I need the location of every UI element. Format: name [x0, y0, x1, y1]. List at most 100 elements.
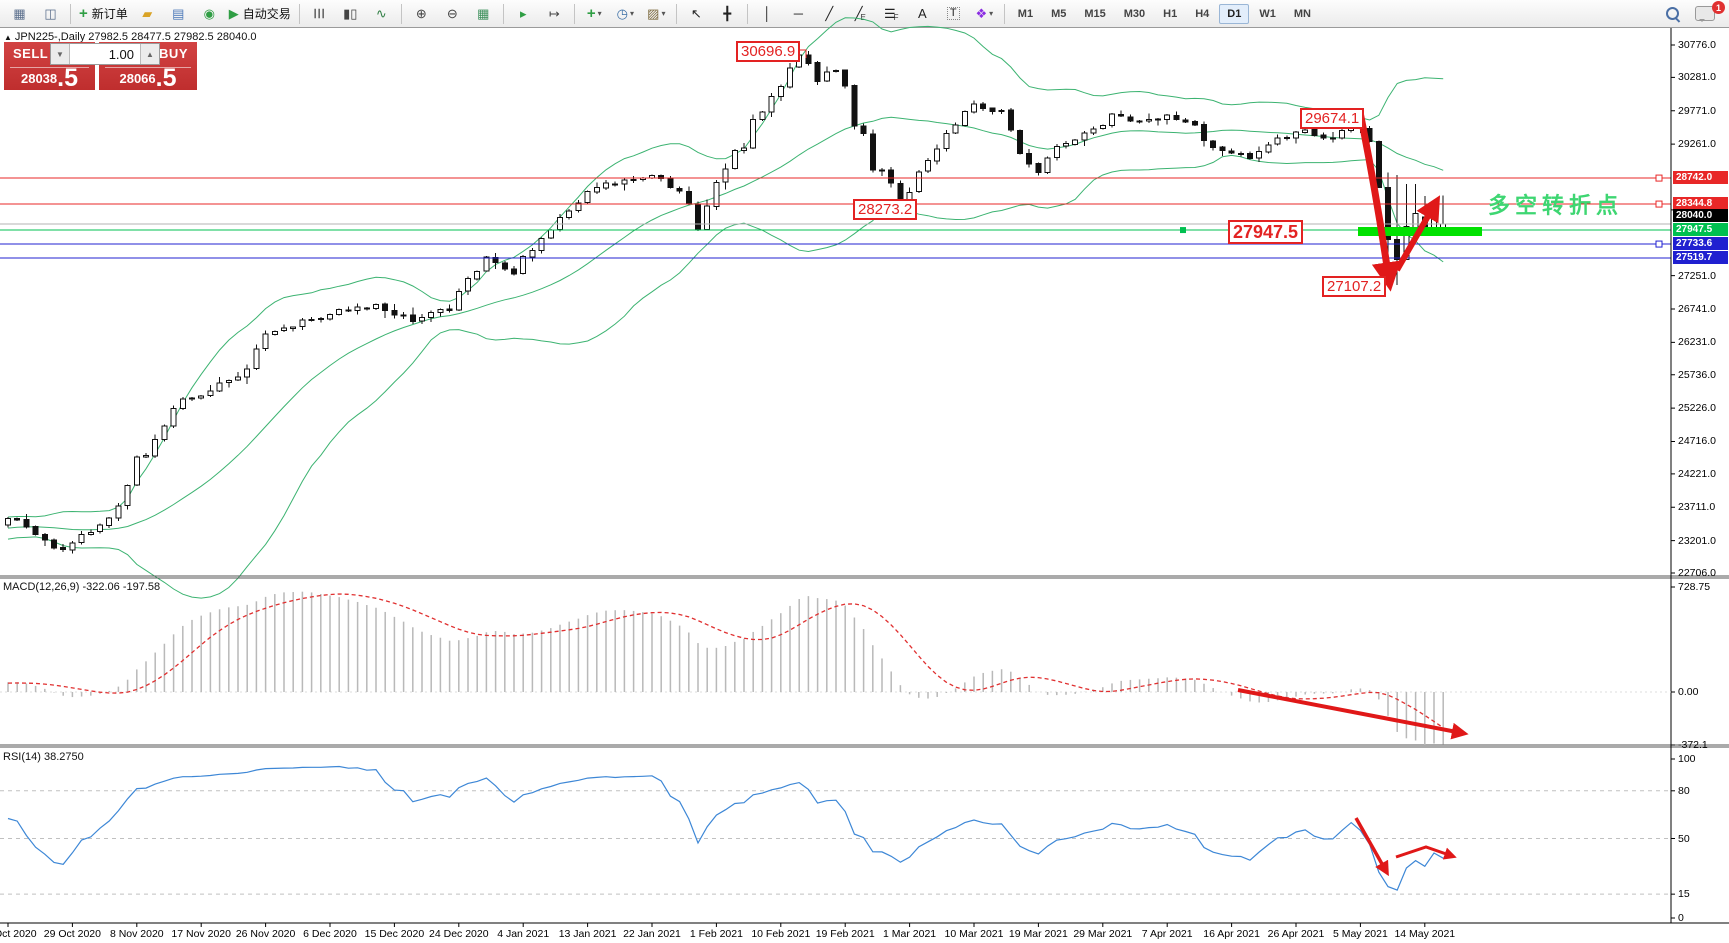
zoom-out-icon[interactable]: ⊖ [438, 2, 467, 26]
date-label: 26 Nov 2020 [235, 928, 296, 940]
candle-body [1283, 136, 1290, 139]
fibonacci-icon[interactable]: ☰ F [884, 6, 899, 22]
macd-signal-line [7, 593, 1444, 729]
profiles-icon[interactable]: ◫ [36, 2, 65, 26]
new-order-button[interactable]: + 新订单 [76, 2, 131, 26]
candle-body [915, 171, 922, 193]
candle-body [1320, 134, 1327, 139]
line-chart-icon-glyph: ∿ [375, 6, 387, 21]
candle-body [1302, 129, 1309, 134]
candle-body [225, 380, 232, 384]
rebound-up-arrow[interactable] [1394, 195, 1441, 272]
market-watch-icon[interactable]: ▤ [164, 2, 193, 26]
candle-body [566, 210, 573, 219]
templates-button-glyph: ▨ [647, 6, 660, 21]
candle-body [235, 376, 241, 381]
price-tick-label: 30776.0 [1678, 39, 1716, 51]
buy-label: BUY [159, 46, 188, 61]
rsi-tick-label: 50 [1678, 832, 1690, 845]
line-chart-icon[interactable]: ∿ [367, 2, 396, 26]
candle-body [207, 390, 214, 396]
candle-chart-icon[interactable]: ▮▯ [336, 2, 365, 26]
toolbar-separator [746, 3, 748, 24]
timeframe-button-m1[interactable]: M1 [1017, 7, 1034, 20]
candle-body [299, 319, 306, 328]
charts-icon[interactable]: ▦ [5, 2, 34, 26]
rsi-flat-arrow[interactable] [1395, 845, 1457, 860]
signals-icon[interactable]: ◉ [195, 2, 224, 26]
timeframe-button-h4[interactable]: H4 [1195, 7, 1210, 20]
candle-body [603, 182, 609, 189]
tile-windows-icon[interactable]: ▦ [469, 2, 498, 26]
price-tag-28344.8: 28344.8 [1673, 197, 1728, 211]
price-callout-27107.2[interactable]: 27107.2 [1322, 276, 1387, 297]
candle-body [262, 333, 269, 350]
turning-point-annotation[interactable]: 多空转折点 [1488, 193, 1624, 218]
rsi-drop-arrow[interactable] [1354, 817, 1389, 877]
candle-body [106, 517, 113, 527]
timeframe-button-m30[interactable]: M30 [1123, 7, 1146, 20]
autotrading-button[interactable]: ▶ 自动交易 [226, 2, 294, 26]
volume-decrease-button[interactable]: ▼ [51, 44, 70, 64]
price-tick-label: 22706.0 [1678, 567, 1716, 579]
periods-button[interactable]: ◷ ▾ [616, 6, 634, 21]
candle-body [1072, 139, 1079, 145]
candle-body [437, 308, 444, 313]
price-callout-28273.2[interactable]: 28273.2 [853, 199, 918, 220]
auto-scroll-icon[interactable]: ▸ [509, 2, 538, 26]
timeframe-button-d1[interactable]: D1 [1219, 3, 1250, 24]
candle-body [446, 308, 453, 312]
notifications-icon[interactable] [1695, 6, 1715, 22]
price-callout-30696.9[interactable]: 30696.9 [736, 41, 801, 62]
toolbar-separator [400, 3, 402, 24]
cursor-icon-glyph: ↖ [690, 6, 702, 21]
crosshair-icon[interactable]: ╋ [713, 2, 742, 26]
timeframe-button-m5[interactable]: M5 [1051, 7, 1067, 20]
horizontal-line-icon[interactable]: ─ [784, 2, 813, 26]
timeframe-button-m15[interactable]: M15 [1084, 7, 1106, 20]
cursor-icon[interactable]: ↖ [682, 2, 711, 26]
sell-button[interactable]: SELL 28038.5 [4, 42, 95, 92]
chart-shift-icon[interactable]: ↦ [540, 2, 569, 26]
timeframe-button-mn[interactable]: MN [1293, 7, 1311, 20]
green-line-handle [1180, 227, 1186, 234]
timeframe-button-w1[interactable]: W1 [1259, 7, 1276, 20]
candle-body [161, 425, 168, 440]
candle-body [1201, 123, 1207, 142]
trendline-icon[interactable]: ╱ [815, 2, 844, 26]
candle-body [1237, 152, 1244, 155]
candle-body [989, 107, 996, 112]
label-icon[interactable]: T [939, 2, 968, 26]
toolbar-right: 1 [1665, 1, 1725, 22]
candle-body [1219, 146, 1226, 152]
channel-icon[interactable]: ╱ E [854, 6, 866, 22]
fibonacci-icon-glyph: ☰ [884, 6, 896, 21]
text-icon[interactable]: A [908, 2, 937, 26]
arrows-icon[interactable]: ❖ ▾ [975, 6, 994, 21]
volume-increase-button[interactable]: ▲ [140, 44, 159, 64]
candle-body [69, 542, 76, 551]
search-icon[interactable] [1665, 6, 1681, 22]
impulse-down-arrow[interactable] [1356, 111, 1402, 292]
timeframe-button-h1[interactable]: H1 [1163, 7, 1178, 20]
candle-body [980, 103, 987, 110]
volume-input[interactable]: 1.00 [108, 46, 134, 62]
candle-body [382, 303, 389, 312]
date-label: 14 May 2021 [1394, 928, 1456, 940]
price-callout-29674.1[interactable]: 29674.1 [1300, 108, 1365, 129]
candle-body [465, 277, 471, 292]
macd-trend-arrow[interactable] [1237, 688, 1469, 740]
sell-price: 28038.5 [20, 64, 78, 92]
rsi-label: RSI(14) 38.2750 [3, 751, 84, 763]
zoom-in-icon[interactable]: ⊕ [407, 2, 436, 26]
candle-body [621, 179, 628, 185]
price-callout-27947.5[interactable]: 27947.5 [1228, 220, 1304, 244]
templates-button[interactable]: ▨ ▾ [647, 6, 666, 21]
indicators-button[interactable]: + ▾ [586, 5, 602, 22]
buy-button[interactable]: BUY 28066.5 [99, 42, 197, 91]
price-tick-label: 29771.0 [1678, 104, 1716, 117]
candle-body [170, 408, 177, 427]
vertical-line-icon[interactable]: │ [753, 2, 782, 26]
broom-icon[interactable]: ▰ [133, 2, 162, 26]
